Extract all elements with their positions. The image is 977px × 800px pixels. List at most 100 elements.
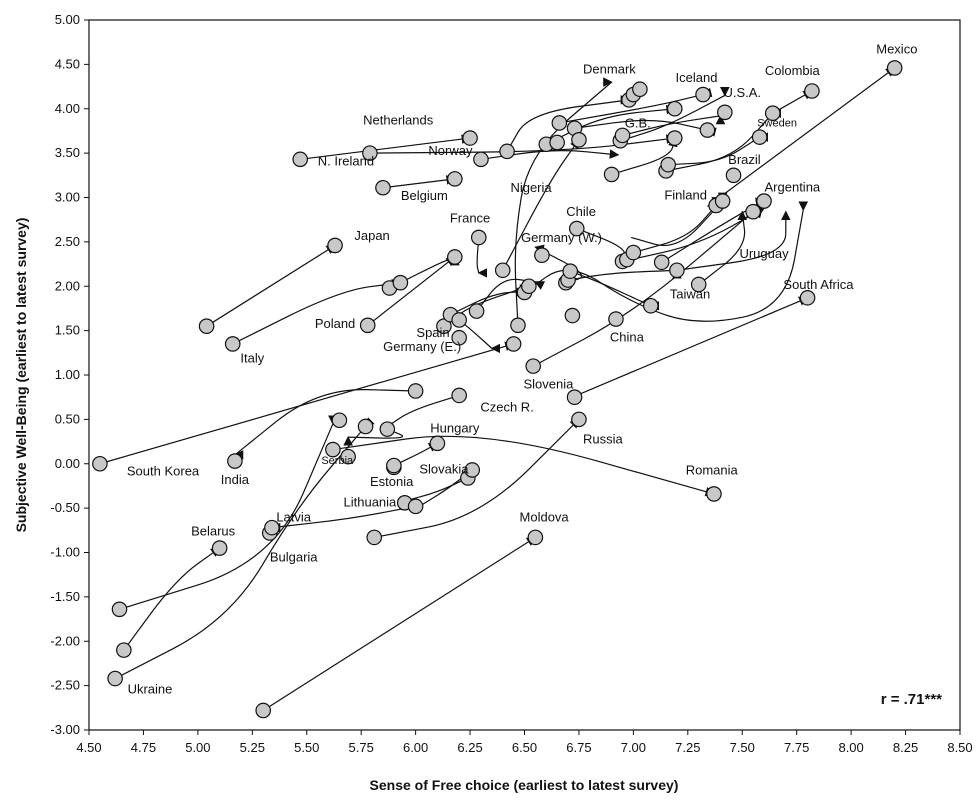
country-label: India xyxy=(221,472,250,487)
x-tick-label: 8.00 xyxy=(838,740,863,755)
country-label: Poland xyxy=(315,316,355,331)
data-points xyxy=(92,60,903,719)
data-point xyxy=(534,247,550,263)
country-label: Uruguay xyxy=(739,246,789,261)
country-label: Japan xyxy=(354,228,389,243)
data-point xyxy=(642,297,659,314)
data-point xyxy=(549,134,565,151)
country-label: Belgium xyxy=(401,188,448,203)
data-point xyxy=(717,104,733,121)
data-point xyxy=(451,329,467,346)
data-point xyxy=(327,237,343,254)
correlation-annotation: r = .71*** xyxy=(881,691,942,708)
point-labels: Mexico Colombia Denmark Iceland U.S.A. G.B. Sw… xyxy=(127,42,918,697)
data-point xyxy=(625,244,642,261)
country-label: Brazil xyxy=(728,152,761,167)
data-point xyxy=(706,486,722,502)
change-arrow xyxy=(262,536,537,711)
x-tick-label: 5.50 xyxy=(294,740,319,755)
data-point xyxy=(462,130,478,146)
x-axis-label: Sense of Free choice (earliest to latest… xyxy=(370,777,679,793)
y-tick-label: 4.00 xyxy=(55,101,80,116)
x-axis-ticks: 4.50 4.75 5.00 5.25 5.50 5.75 6.00 6.25 6.50 6.75… xyxy=(76,730,973,755)
x-tick-label: 4.75 xyxy=(131,740,156,755)
country-label: Germany (E.) xyxy=(383,339,461,354)
data-point xyxy=(470,229,487,246)
data-point xyxy=(799,289,816,306)
x-tick-label: 7.50 xyxy=(730,740,755,755)
data-point xyxy=(666,100,683,117)
data-point xyxy=(499,143,515,160)
country-label: Italy xyxy=(240,351,264,366)
data-point xyxy=(653,254,670,271)
data-point xyxy=(756,193,772,209)
y-tick-label: 1.00 xyxy=(55,367,80,382)
data-point xyxy=(92,455,108,472)
y-tick-label: -2.00 xyxy=(50,633,80,648)
data-point xyxy=(494,262,511,279)
data-point xyxy=(699,122,716,138)
country-label: G.B. xyxy=(625,115,651,130)
change-arrow xyxy=(567,266,679,281)
data-point xyxy=(614,127,631,144)
y-tick-label: 1.50 xyxy=(55,323,80,338)
country-label: Iceland xyxy=(676,70,718,85)
data-point xyxy=(357,418,374,435)
data-point xyxy=(359,317,376,334)
data-point xyxy=(379,421,396,437)
x-tick-label: 6.75 xyxy=(566,740,591,755)
plot-frame-group xyxy=(88,19,961,731)
y-tick-label: 0.00 xyxy=(55,456,80,471)
country-label: Colombia xyxy=(765,63,821,78)
change-arrows xyxy=(99,67,896,711)
country-label: Chile xyxy=(566,204,596,219)
country-label: Germany (W.) xyxy=(521,230,602,245)
country-label: China xyxy=(610,329,645,344)
data-point xyxy=(751,129,768,145)
change-arrow xyxy=(374,418,580,539)
country-label: Hungary xyxy=(430,421,480,436)
data-point xyxy=(107,670,123,687)
change-arrow xyxy=(633,204,718,254)
change-arrow xyxy=(524,208,806,322)
data-point xyxy=(571,411,587,428)
change-arrow xyxy=(332,435,716,497)
x-tick-label: 8.25 xyxy=(893,740,918,755)
x-tick-label: 5.00 xyxy=(185,740,210,755)
data-point xyxy=(525,358,542,374)
country-label: Belarus xyxy=(191,524,236,539)
change-arrow xyxy=(233,389,416,456)
country-label: Netherlands xyxy=(363,113,434,128)
country-label: Denmark xyxy=(583,61,636,76)
data-point xyxy=(669,262,685,279)
country-label: Romania xyxy=(686,462,739,477)
x-tick-label: 5.75 xyxy=(349,740,374,755)
x-tick-label: 6.00 xyxy=(403,740,428,755)
data-point xyxy=(407,383,424,399)
change-arrow xyxy=(450,286,526,316)
change-arrow xyxy=(114,425,367,680)
data-point xyxy=(551,115,568,131)
data-point xyxy=(198,318,215,334)
country-label: Slovenia xyxy=(524,376,575,391)
data-point xyxy=(562,263,579,279)
country-label: Serbia xyxy=(321,455,354,467)
data-point xyxy=(566,389,583,405)
data-point xyxy=(666,130,683,146)
data-point xyxy=(451,387,467,404)
country-label: Sweden xyxy=(757,118,797,130)
y-tick-label: -3.00 xyxy=(50,722,80,737)
y-tick-label: 2.00 xyxy=(55,278,80,293)
x-tick-label: 7.25 xyxy=(675,740,700,755)
country-label: Latvia xyxy=(276,509,311,524)
country-label: Lithuania xyxy=(344,494,398,509)
data-point xyxy=(564,307,581,324)
y-tick-label: -2.50 xyxy=(50,678,80,693)
country-label: Taiwan xyxy=(670,287,710,302)
data-point xyxy=(521,278,537,295)
data-point xyxy=(660,156,677,173)
data-point xyxy=(714,193,731,209)
data-point xyxy=(429,435,446,452)
change-arrow xyxy=(119,422,335,610)
data-point xyxy=(725,167,742,184)
